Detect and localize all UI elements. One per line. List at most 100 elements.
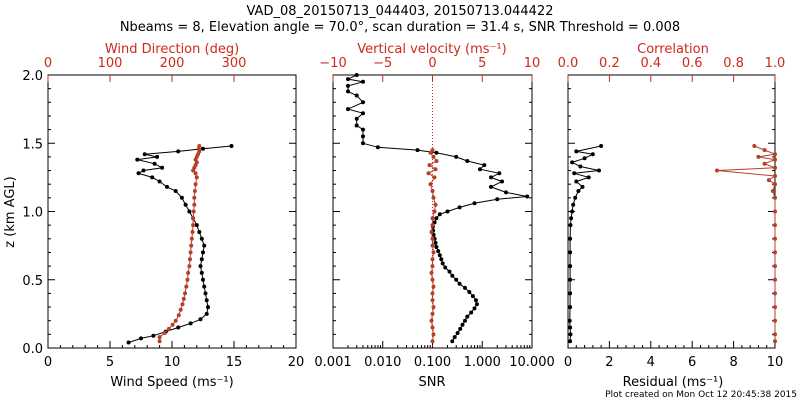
wind-direction-data-point [176,313,181,318]
wind-speed-data-point [204,311,209,316]
correlation-data-point [756,154,761,159]
snr-data-point [458,326,463,331]
correlation-data-point [773,250,777,255]
wind-panel: Wind Speed (ms⁻¹) Wind Direction (deg) z… [3,42,304,390]
vertical-velocity-data-point [429,318,434,323]
vertical-velocity-data-point [431,332,436,337]
residual-data-point [586,175,591,180]
snr-data-point [433,240,438,245]
snr-panel: SNR Vertical velocity (ms⁻¹) 0.001 0.010 0… [314,42,554,390]
vertical-velocity-data-point [430,325,435,330]
snr-data-point [465,314,470,319]
wind-speed-data-point [157,179,162,184]
snr-data-point [431,232,436,237]
height-tick-label: 1.0 [22,206,43,221]
vertical-velocity-data-point [430,223,435,228]
vertical-velocity-data-point [427,163,432,168]
snr-tick-label: 0.001 [314,355,351,370]
wind-direction-data-point [192,195,197,200]
wind-speed-tick-label: 10 [164,355,181,370]
wind-direction-data-point [170,322,175,327]
wind-speed-data-point [204,298,209,303]
snr-data-point [354,93,359,98]
snr-axis-label: SNR [418,375,445,390]
residual-data-point [573,195,578,200]
wind-direction-data-point [184,284,189,289]
vertical-velocity-data-point [430,257,435,262]
vertical-velocity-data-point [431,250,436,255]
residual-axis-label: Residual (ms⁻¹) [623,375,724,390]
snr-data-point [478,167,482,172]
vertical-velocity-data-point [430,264,435,269]
wind-direction-data-point [194,175,199,180]
wind-direction-tick-label: 200 [160,56,185,71]
wind-direction-data-point [173,318,178,323]
snr-data-point [474,298,478,303]
wind-speed-data-point [179,195,184,200]
vertical-velocity-data-point [431,305,436,310]
height-tick-label: 2.0 [22,69,43,84]
snr-data-point [434,245,439,249]
vertical-velocity-data-point [434,159,439,163]
wind-speed-data-point [150,175,155,180]
vertical-velocity-data-point [432,175,437,180]
vertical-velocity-tick-label: −10 [319,56,346,71]
vertical-velocity-axis-label: Vertical velocity (ms⁻¹) [357,42,506,57]
snr-data-point [450,339,455,344]
snr-data-point [454,154,459,159]
residual-data-point [582,156,587,161]
residual-tick-label: 8 [729,355,737,370]
wind-direction-tick-label: 100 [98,56,123,71]
wind-speed-data-point [152,161,157,166]
snr-data-point [455,331,460,335]
wind-direction-data-point [185,277,190,282]
snr-data-point [361,127,365,132]
wind-speed-data-point [199,270,204,275]
snr-data-point [472,306,477,311]
snr-data-point [434,216,439,221]
snr-data-point [467,290,472,294]
wind-direction-data-point [189,236,194,241]
residual-data-point [568,223,573,228]
snr-data-point [432,220,437,225]
wind-direction-series-line [159,145,200,342]
wind-panel-frame [47,74,297,349]
vertical-velocity-data-point [430,291,435,296]
wind-direction-data-point [192,189,197,193]
height-tick-label: 1.5 [22,137,43,152]
wind-direction-data-point [191,223,196,228]
wind-direction-data-point [192,202,197,207]
wind-direction-data-point [188,250,193,255]
correlation-data-point [752,144,757,148]
vertical-velocity-data-point [431,154,436,159]
vertical-velocity-data-point [432,209,437,214]
correlation-data-point [773,318,777,323]
snr-data-point [460,322,465,327]
residual-panel-frame [567,74,776,349]
wind-speed-tick-label: 20 [288,355,305,370]
wind-direction-data-point [180,302,185,307]
wind-speed-data-point [141,168,146,173]
correlation-data-point [773,305,777,310]
correlation-data-point [773,264,777,269]
wind-direction-data-point [193,182,198,187]
snr-data-point [437,212,442,217]
correlation-data-point [773,339,777,344]
snr-data-point [361,134,365,139]
vertical-velocity-data-point [430,311,435,316]
wind-direction-data-point [166,326,171,331]
wind-speed-data-point [176,149,181,154]
wind-speed-data-point [139,336,143,341]
wind-speed-axis-label: Wind Speed (ms⁻¹) [110,375,233,390]
correlation-data-point [773,195,777,200]
vertical-velocity-data-point [430,236,435,241]
residual-data-point [568,291,573,296]
snr-data-point [500,179,504,184]
wind-direction-data-point [189,243,194,248]
snr-data-point [346,89,350,94]
snr-data-point [482,163,487,168]
wind-direction-data-point [191,216,196,221]
residual-data-point [597,168,601,173]
residual-data-point [568,264,573,269]
wind-direction-data-point [157,339,162,344]
